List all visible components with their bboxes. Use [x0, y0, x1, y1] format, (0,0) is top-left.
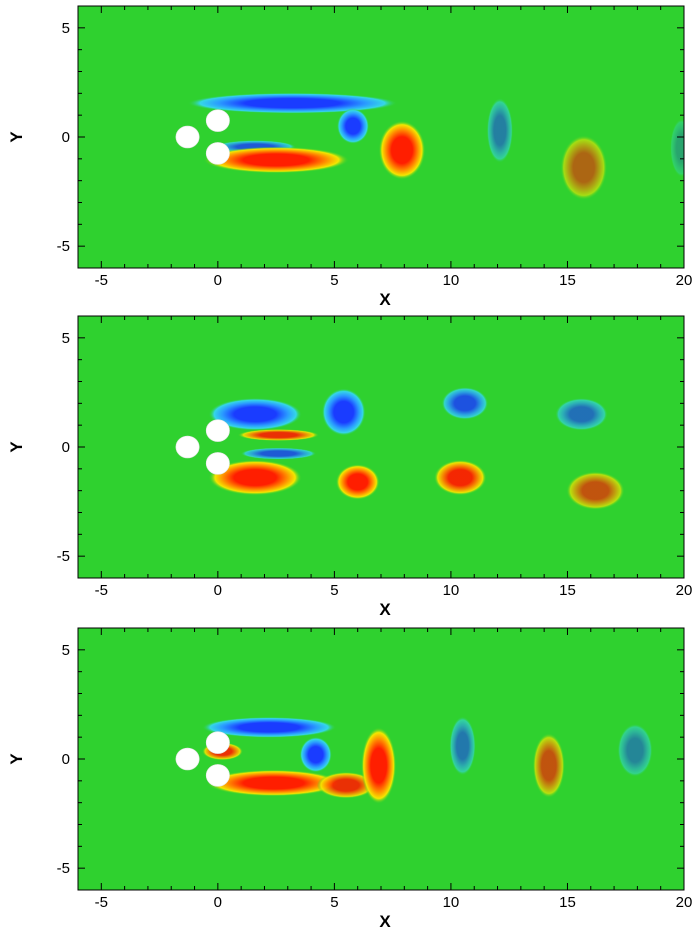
vortex-negative: [670, 118, 684, 178]
x-axis-label: X: [379, 290, 391, 309]
vortex-positive: [335, 464, 380, 500]
vortex-negative: [617, 723, 653, 777]
x-tick-label: 15: [559, 582, 576, 599]
cylinder: [205, 109, 230, 132]
vortex-negative: [321, 388, 366, 436]
y-tick-label: 0: [62, 129, 70, 146]
cylinder: [175, 125, 200, 149]
x-axis-label: X: [379, 912, 391, 931]
y-tick-label: 5: [62, 330, 70, 347]
axes: -5 0 5 10 15 20 -5 0 5 X Y: [7, 315, 693, 619]
plot-area: [78, 628, 684, 890]
vortex-positive: [532, 733, 565, 798]
y-tick-label: -5: [57, 548, 70, 565]
x-tick-label: 20: [676, 582, 693, 599]
cylinder: [205, 764, 230, 787]
contour-panel-top: -5 0 5 10 15 20 -5 0 5 X Y: [7, 5, 693, 309]
plot-area: [78, 6, 684, 268]
vortex-negative: [486, 98, 513, 163]
vortex-positive: [203, 146, 349, 174]
x-tick-label: -5: [95, 894, 108, 911]
vortex-negative: [555, 398, 608, 431]
x-tick-label: 15: [559, 894, 576, 911]
cylinder: [205, 452, 230, 475]
x-tick-label: 10: [443, 272, 460, 289]
vortex-positive: [208, 459, 302, 496]
vortex-negative: [441, 387, 489, 420]
vortex-negative: [202, 717, 337, 738]
x-tick-label: 15: [559, 272, 576, 289]
vortex-positive: [316, 771, 376, 799]
x-tick-label: 5: [330, 894, 338, 911]
vortex-positive: [560, 135, 608, 200]
x-tick-label: 0: [214, 894, 222, 911]
field-background: [78, 316, 684, 578]
vortex-negative: [337, 108, 370, 144]
cylinder: [205, 142, 230, 165]
x-tick-label: 0: [214, 582, 222, 599]
vortex-positive: [566, 471, 625, 510]
contour-panel-bottom: -5 0 5 10 15 20 -5 0 5 X Y: [7, 627, 693, 931]
vortex-negative: [449, 716, 476, 776]
cylinder: [175, 435, 200, 459]
cylinder: [205, 419, 230, 442]
x-tick-label: 20: [676, 894, 693, 911]
plot-area: [78, 316, 684, 578]
y-tick-label: 5: [62, 642, 70, 659]
x-tick-label: 0: [214, 272, 222, 289]
vortex-negative: [240, 447, 317, 460]
cylinder: [205, 731, 230, 754]
cylinder: [175, 747, 200, 771]
vortex-negative: [187, 92, 398, 114]
y-axis-label: Y: [7, 131, 26, 143]
y-tick-label: 0: [62, 439, 70, 456]
x-tick-label: 10: [443, 894, 460, 911]
vortex-positive: [434, 459, 487, 496]
vortex-positive: [378, 120, 426, 180]
y-tick-label: -5: [57, 860, 70, 877]
x-tick-label: -5: [95, 582, 108, 599]
vortex-positive: [237, 429, 320, 441]
x-tick-label: 5: [330, 272, 338, 289]
axes: -5 0 5 10 15 20 -5 0 5 X Y: [7, 627, 693, 931]
y-axis-label: Y: [7, 441, 26, 453]
x-tick-label: 5: [330, 582, 338, 599]
axes: -5 0 5 10 15 20 -5 0 5 X Y: [7, 5, 693, 309]
field-background: [78, 6, 684, 268]
x-tick-label: 20: [676, 272, 693, 289]
x-tick-label: 10: [443, 582, 460, 599]
x-axis-label: X: [379, 600, 391, 619]
vortex-positive: [361, 727, 397, 804]
contour-panel-middle: -5 0 5 10 15 20 -5 0 5 X Y: [7, 315, 693, 619]
vortex-positive: [206, 769, 341, 797]
vortex-negative: [208, 398, 302, 431]
x-tick-label: -5: [95, 272, 108, 289]
y-tick-label: -5: [57, 238, 70, 255]
vortex-negative: [299, 736, 332, 773]
y-tick-label: 0: [62, 751, 70, 768]
y-tick-label: 5: [62, 20, 70, 37]
y-axis-label: Y: [7, 753, 26, 765]
